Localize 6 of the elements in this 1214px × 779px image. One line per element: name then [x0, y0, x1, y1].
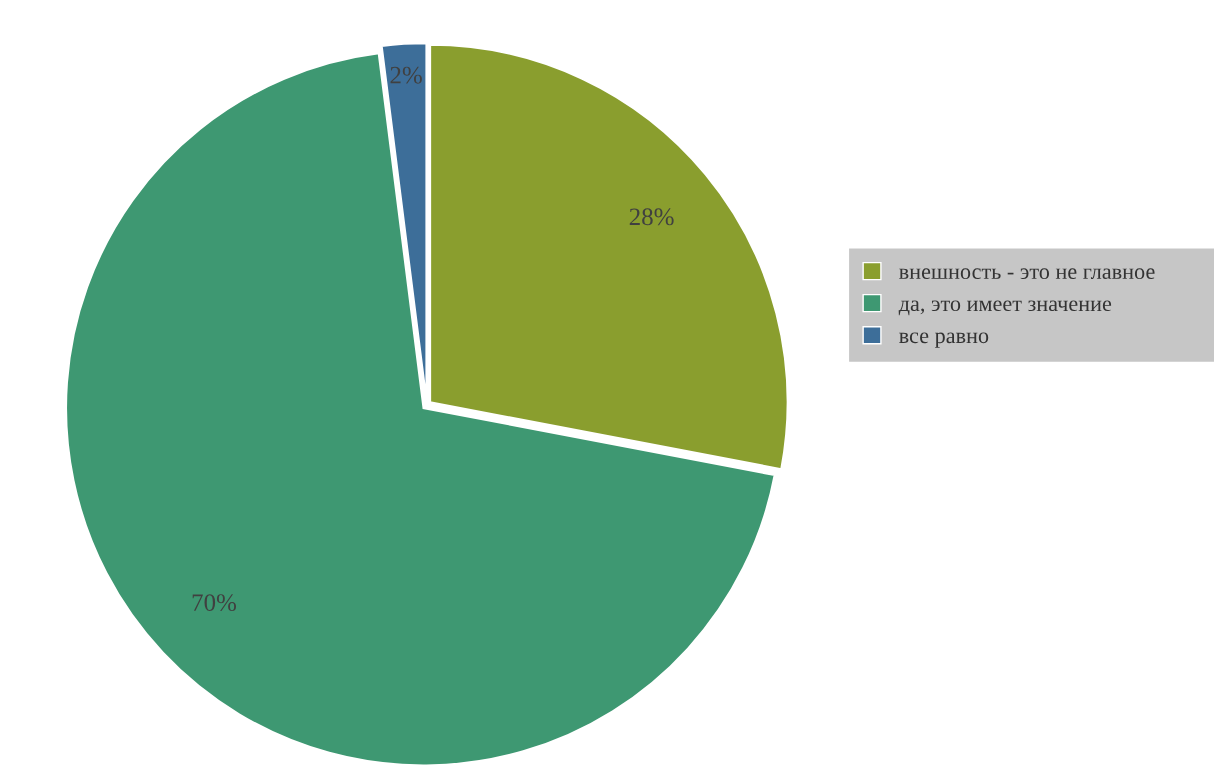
data-label: 2%	[390, 66, 422, 84]
data-label: 70%	[192, 594, 237, 612]
legend-label: да, это имеет значение	[898, 300, 1112, 316]
data-label: 28%	[629, 208, 674, 226]
legend-label: внешность - это не главное	[899, 268, 1155, 280]
legend-label: все равно	[899, 332, 989, 348]
